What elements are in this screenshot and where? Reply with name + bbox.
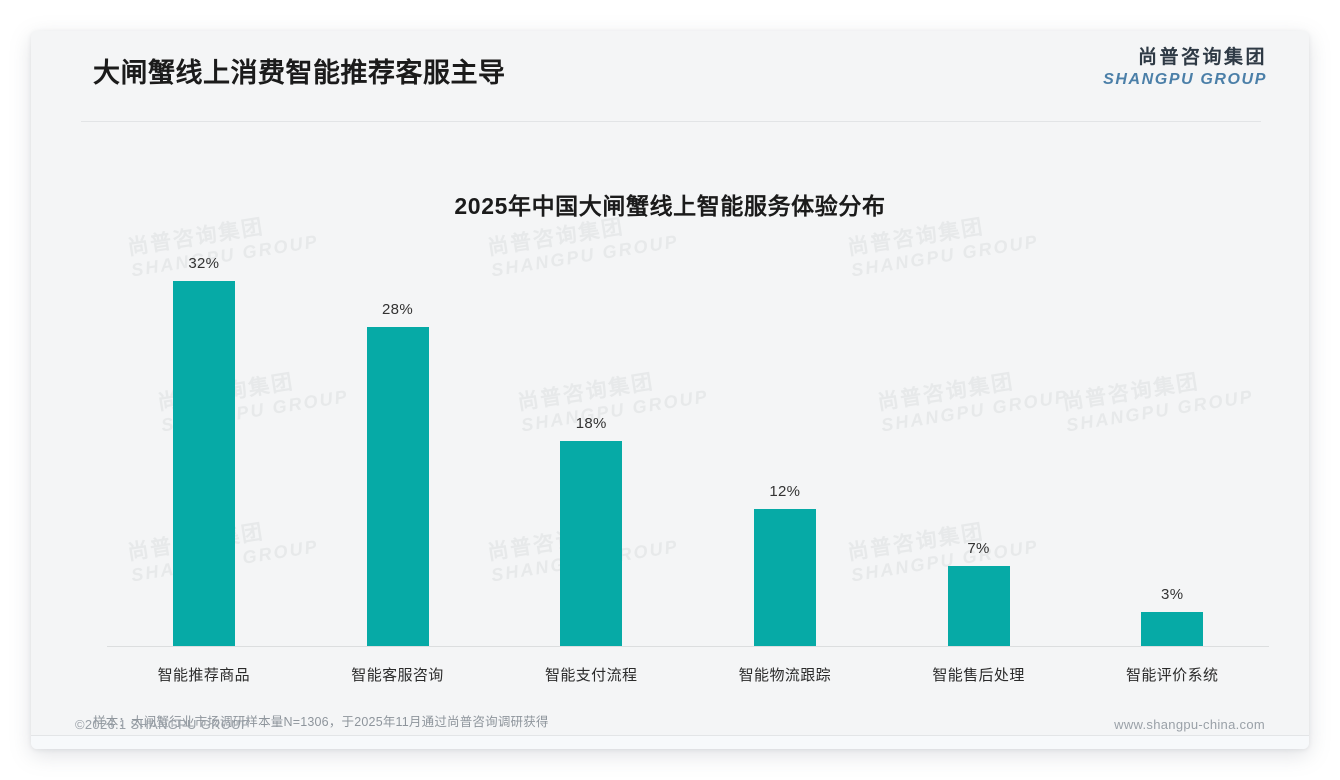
slide-header: 大闸蟹线上消费智能推荐客服主导 尚普咨询集团 SHANGPU GROUP [31,31,1309,113]
bar-rect[interactable] [560,440,623,646]
bar-group: 12% [688,247,882,646]
footer-website[interactable]: www.shangpu-china.com [1114,717,1265,732]
x-axis-tick-label: 智能物流跟踪 [738,667,832,684]
x-axis-line [107,646,1269,647]
x-axis-tick-label: 智能售后处理 [932,667,1025,684]
x-axis-tick-labels: 智能推荐商品 智能客服咨询 智能支付流程 智能物流跟踪 智能售后处理 智能评价系统 [107,648,1269,685]
x-axis-tick-label: 智能支付流程 [544,667,638,684]
bar-rect[interactable] [366,326,429,646]
bar-chart-plot: 32% 28% 18% 12% 7% 3% 智能推荐商品 智能客服咨询 智能支付流程 智能物流跟… [79,247,1269,684]
page-title: 大闸蟹线上消费智能推荐客服主导 [93,58,506,88]
x-axis-tick-label: 智能评价系统 [1125,667,1219,684]
brand-logo: 尚普咨询集团 SHANGPU GROUP [1103,47,1267,88]
chart-container: 尚普咨询集团 SHANGPU GROUP 尚普咨询集团 SHANGPU GROUP 尚普… [31,127,1309,684]
bar-group: 32% [107,247,301,646]
bar-value-label: 18% [575,414,607,432]
bar-rect[interactable] [753,509,816,646]
footer-bar [31,736,1309,749]
bar-rect[interactable] [947,566,1010,646]
bar-group: 3% [1075,247,1269,646]
x-axis-tick-label: 智能推荐商品 [157,667,251,684]
slide-card: 大闸蟹线上消费智能推荐客服主导 尚普咨询集团 SHANGPU GROUP 尚普咨… [31,31,1309,749]
header-divider [81,121,1261,122]
bar-rect[interactable] [172,281,235,646]
bar-value-label: 28% [382,300,413,318]
bar-value-label: 3% [1161,585,1184,603]
logo-english-text: SHANGPU GROUP [1103,70,1267,88]
bar-value-label: 12% [769,483,801,501]
bar-series: 32% 28% 18% 12% 7% 3% [107,247,1269,646]
logo-chinese-text: 尚普咨询集团 [1137,47,1267,68]
bar-group: 28% [301,247,495,646]
chart-footnote: 样本：大闸蟹行业市场调研样本量N=1306，于2025年11月通过尚普咨询调研获… [93,715,549,729]
bar-value-label: 32% [188,255,220,273]
chart-title: 2025年中国大闸蟹线上智能服务体验分布 [454,193,886,219]
footer-copyright: ©2026.1 SHANGPU GROUP [75,717,250,732]
bar-group: 18% [494,247,688,646]
bar-value-label: 7% [967,540,990,558]
bar-group: 7% [882,247,1076,646]
x-axis-tick-label: 智能客服咨询 [351,667,444,684]
bar-rect[interactable] [1141,611,1204,646]
footer-divider [31,735,1309,736]
